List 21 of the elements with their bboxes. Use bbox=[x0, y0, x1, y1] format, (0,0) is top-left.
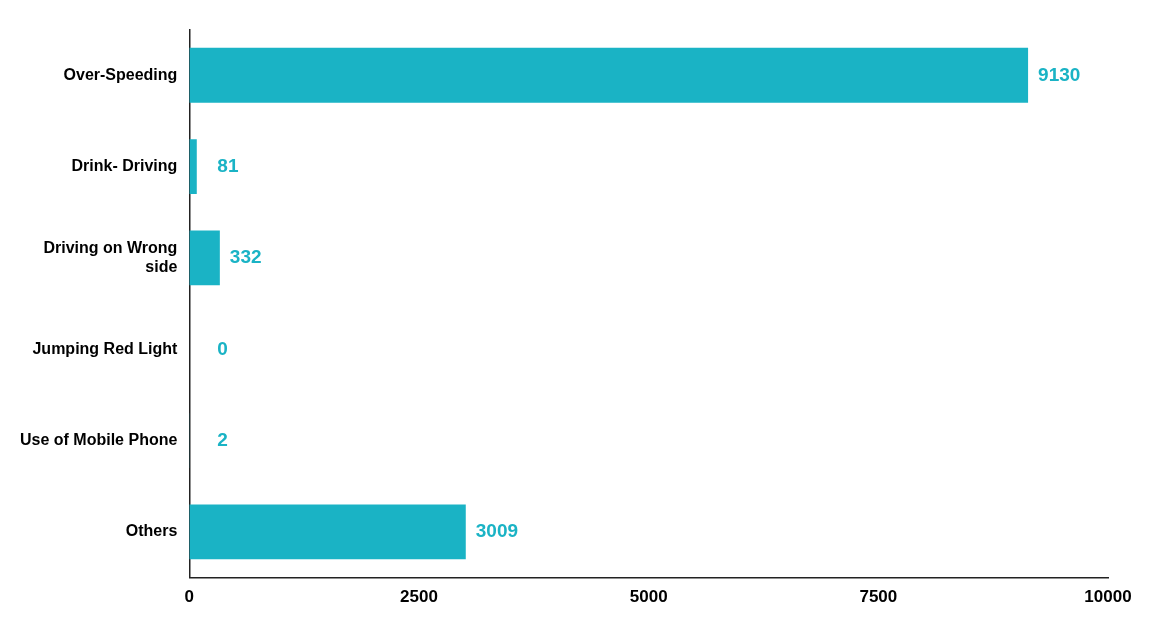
data-label: 2 bbox=[217, 428, 228, 450]
bar bbox=[189, 139, 197, 194]
y-tick-label: Drink- Driving bbox=[71, 157, 178, 175]
x-tick-label: 0 bbox=[184, 587, 195, 607]
y-tick-label: Over-Speeding bbox=[63, 65, 178, 83]
data-label: 81 bbox=[217, 154, 239, 176]
data-label: 9130 bbox=[1038, 63, 1081, 85]
data-label: 332 bbox=[229, 246, 262, 268]
x-tick-label: 7500 bbox=[859, 587, 898, 607]
data-label: 0 bbox=[217, 337, 228, 359]
x-tick-label: 5000 bbox=[629, 587, 668, 607]
y-tick-label: Driving on Wrong side bbox=[43, 238, 178, 275]
bar bbox=[189, 504, 466, 560]
bar bbox=[189, 47, 1029, 103]
x-tick-label: 10000 bbox=[1084, 587, 1132, 607]
y-tick-label: Others bbox=[125, 522, 178, 540]
data-label: 3009 bbox=[475, 520, 519, 542]
y-tick-label: Jumping Red Light bbox=[32, 339, 179, 357]
y-tick-label: Use of Mobile Phone bbox=[20, 431, 178, 449]
x-tick-label: 2500 bbox=[400, 587, 438, 607]
bar bbox=[189, 230, 220, 286]
